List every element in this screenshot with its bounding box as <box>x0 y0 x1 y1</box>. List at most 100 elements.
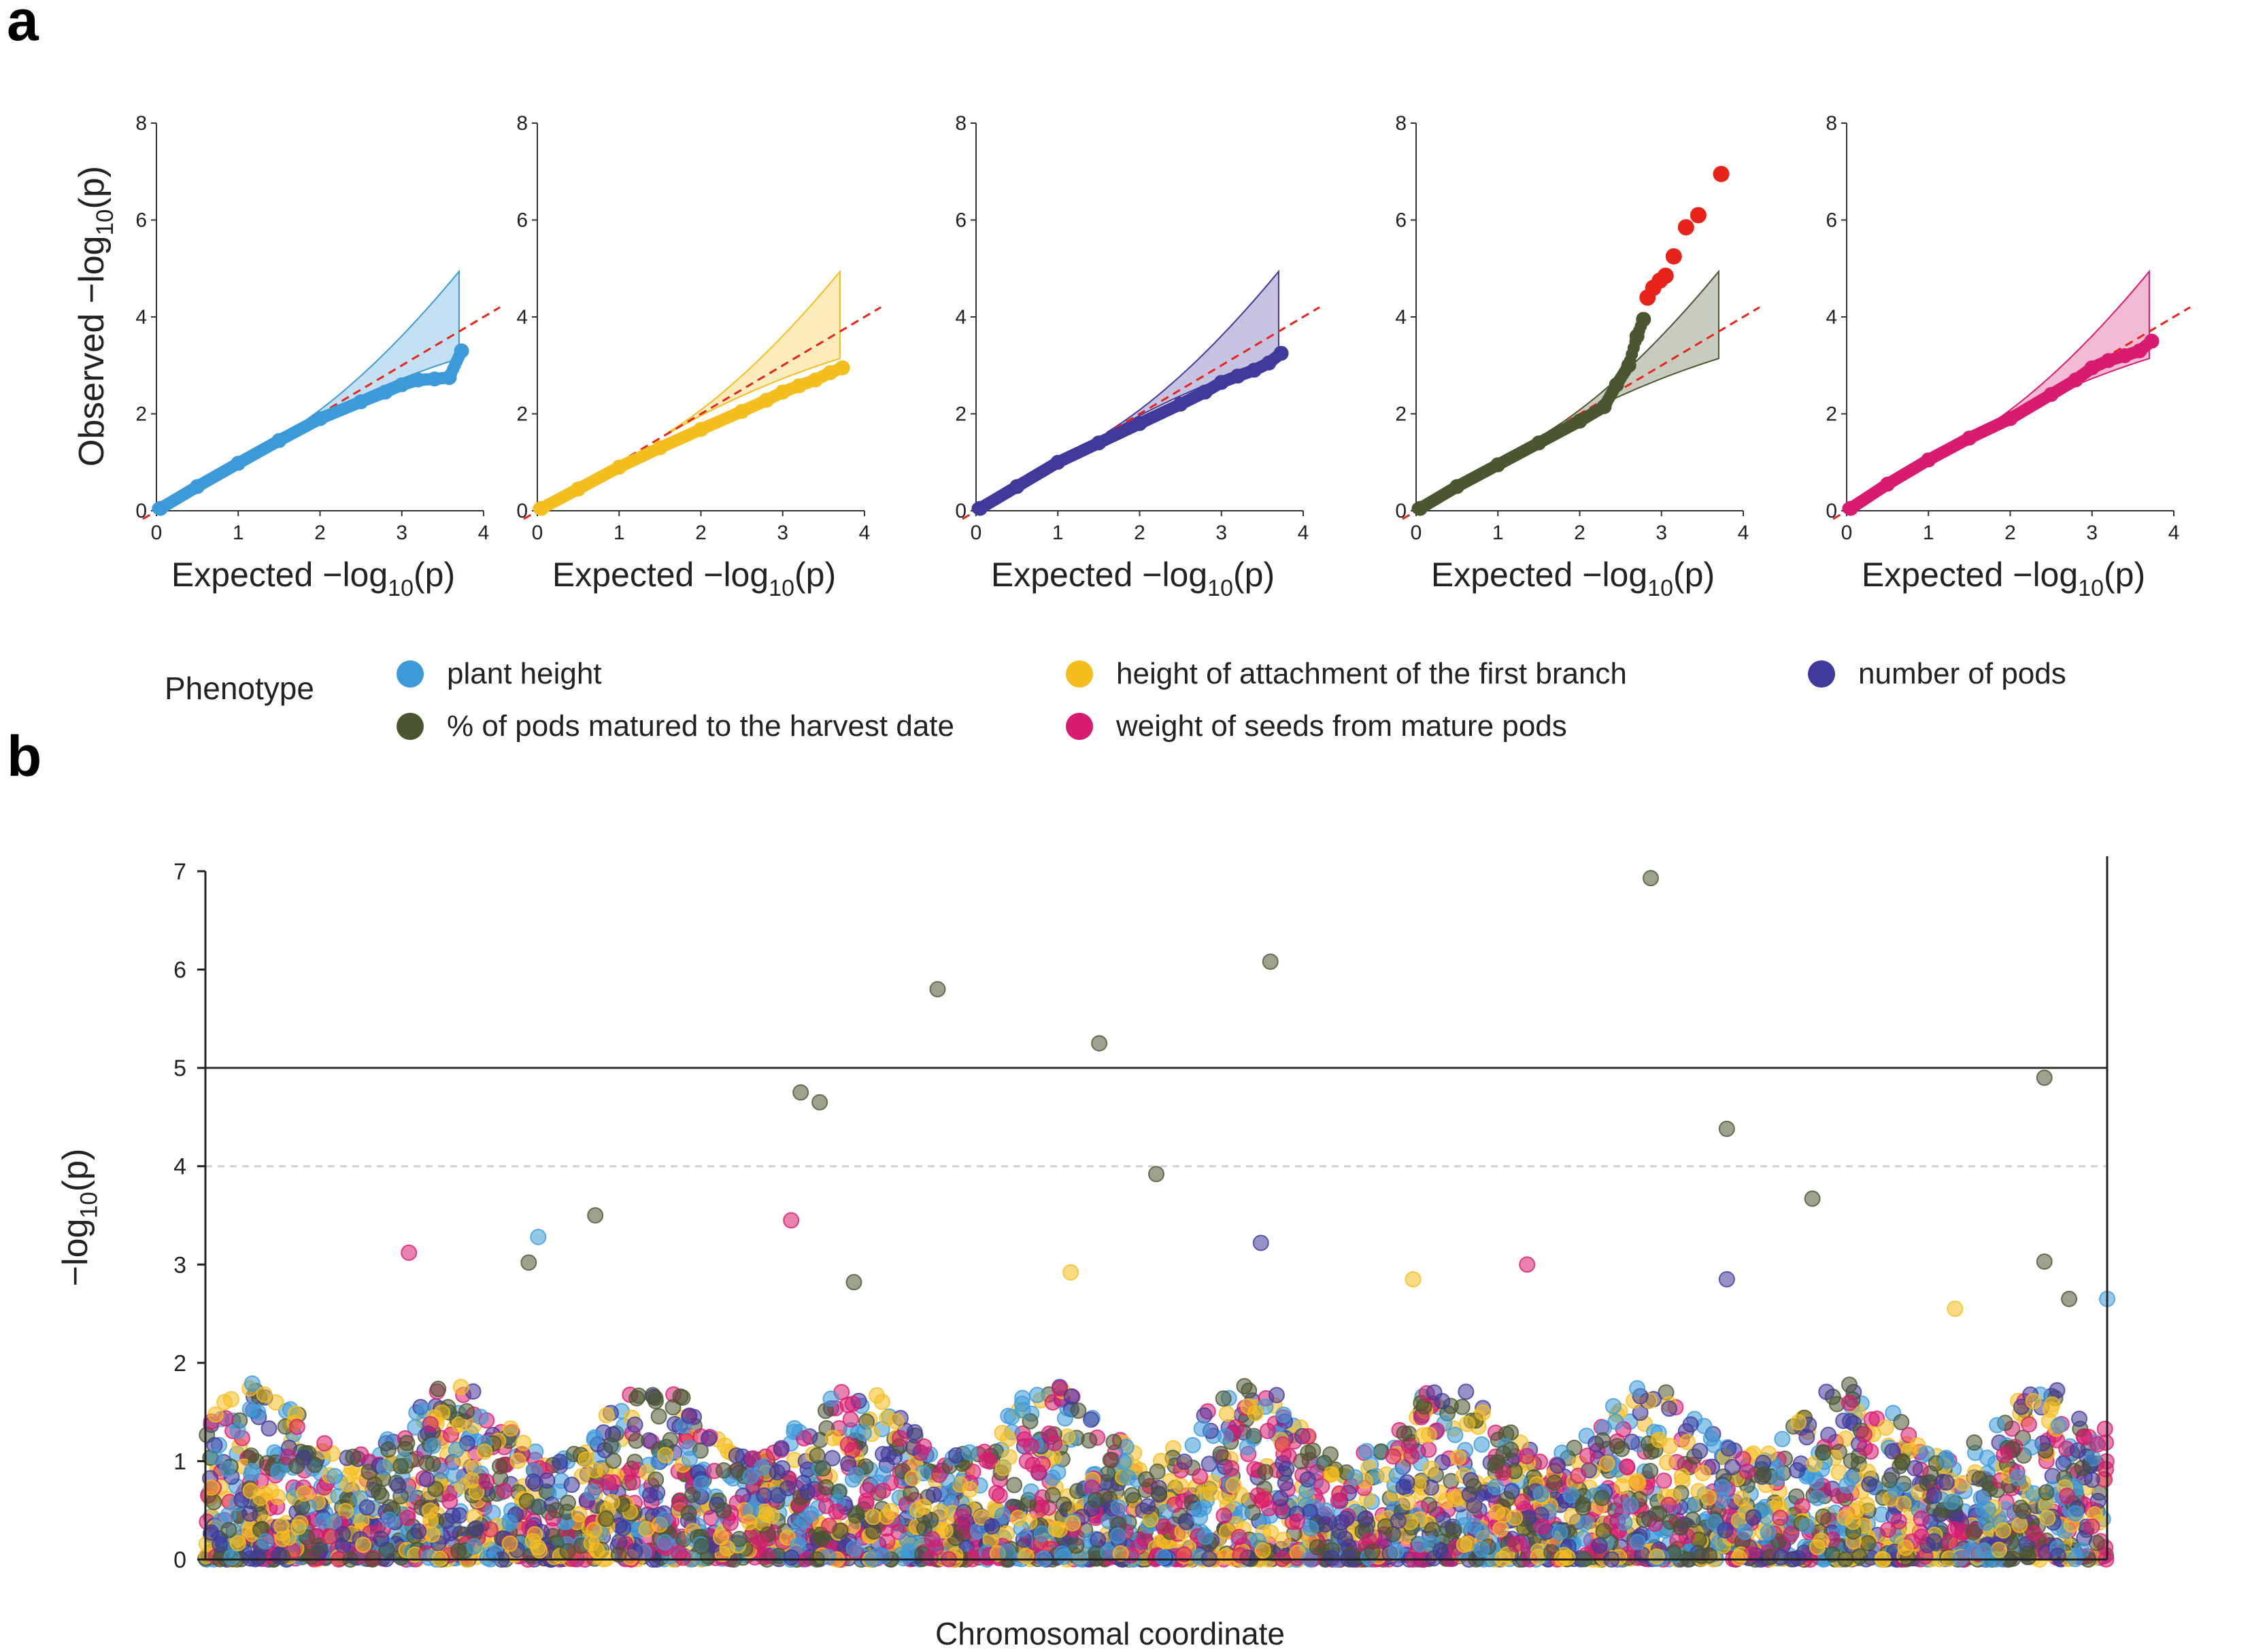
panel-b-label: b <box>7 724 42 788</box>
manhattan-point <box>1056 1410 1073 1427</box>
manhattan-point <box>855 1424 872 1441</box>
manhattan-point <box>2042 1401 2059 1418</box>
manhattan-point <box>2059 1487 2076 1504</box>
x-tick-label: 2 <box>1574 522 1585 544</box>
qq-point <box>312 411 328 426</box>
manhattan-point <box>1473 1436 1490 1453</box>
manhattan-point <box>1289 1513 1306 1530</box>
manhattan-point <box>1388 1543 1405 1560</box>
manhattan-point <box>451 1507 468 1524</box>
manhattan-point <box>1124 1487 1141 1504</box>
manhattan-point <box>381 1511 398 1528</box>
qq-point <box>571 481 586 496</box>
manhattan-point <box>424 1455 441 1472</box>
qq-point <box>1962 431 1977 446</box>
manhattan-point <box>1030 1464 1047 1481</box>
manhattan-point <box>1218 1405 1235 1422</box>
manhattan-point <box>551 1483 568 1500</box>
manhattan-point <box>1449 1449 1466 1466</box>
manhattan-point <box>1277 1474 1294 1491</box>
manhattan-point <box>1913 1510 1930 1527</box>
manhattan-point <box>916 1438 933 1455</box>
manhattan-point <box>1337 1530 1354 1547</box>
manhattan-point <box>779 1529 796 1546</box>
manhattan-point <box>1714 1479 1731 1496</box>
x-tick-label: 4 <box>1298 522 1309 544</box>
manhattan-point <box>1841 1377 1858 1394</box>
manhattan-point <box>758 1506 775 1523</box>
manhattan-point <box>684 1486 701 1503</box>
manhattan-point <box>925 1486 942 1503</box>
manhattan-point <box>1534 1518 1551 1535</box>
manhattan-point <box>1996 1447 2013 1464</box>
manhattan-point <box>626 1416 643 1433</box>
legend-item-number-of-pods: number of pods <box>1808 657 2066 691</box>
x-axis-label: Expected −log10(p) <box>1862 556 2145 601</box>
manhattan-point <box>502 1420 519 1437</box>
qq-point <box>271 433 287 448</box>
manhattan-point <box>584 1484 601 1501</box>
manhattan-point <box>399 1434 416 1451</box>
manhattan-point <box>418 1471 435 1488</box>
manhattan-point <box>1390 1513 1407 1530</box>
qq-point <box>807 372 823 388</box>
manhattan-point <box>628 1432 645 1449</box>
qq-point <box>1449 479 1465 494</box>
manhattan-point <box>1806 1455 1823 1472</box>
manhattan-point <box>1323 1549 1340 1566</box>
manhattan-point <box>1151 1485 1168 1502</box>
manhattan-point <box>1083 1411 1100 1428</box>
manhattan-point <box>1938 1453 1955 1470</box>
qq-point <box>454 343 469 358</box>
x-tick-label: 4 <box>859 522 871 544</box>
legend-title: Phenotype <box>165 671 314 706</box>
y-tick-label: 6 <box>135 209 147 232</box>
qq-point <box>153 501 169 516</box>
x-tick-label: 1 <box>614 522 625 544</box>
qq-point <box>734 403 750 419</box>
manhattan-point <box>1679 1434 1696 1451</box>
qq-point <box>2068 372 2083 388</box>
manhattan-point <box>1696 1417 1713 1434</box>
manhattan-point <box>339 1476 356 1493</box>
qq-highlight-point <box>1713 165 1730 182</box>
manhattan-point <box>256 1386 273 1403</box>
manhattan-point <box>610 1546 627 1563</box>
manhattan-point <box>648 1471 665 1488</box>
manhattan-point <box>1518 1447 1535 1464</box>
manhattan-point <box>976 1443 993 1460</box>
qq-point <box>611 459 627 475</box>
y-tick-label: 0 <box>135 500 147 522</box>
manhattan-point <box>1023 1438 1040 1455</box>
manhattan-point <box>267 1394 284 1411</box>
qq-point <box>693 422 709 437</box>
qq-point <box>394 377 409 392</box>
manhattan-point <box>478 1473 495 1490</box>
manhattan-point <box>994 1460 1011 1477</box>
manhattan-point <box>858 1492 875 1509</box>
manhattan-point <box>1798 1518 1815 1535</box>
legend-dot-pods-matured <box>397 713 424 740</box>
manhattan-point <box>1630 1474 1647 1491</box>
manhattan-point <box>1682 1416 1699 1433</box>
qq-point <box>1609 377 1624 392</box>
legend-label: plant height <box>447 657 602 690</box>
manhattan-point <box>1856 1439 1873 1456</box>
manhattan-point <box>626 1543 643 1560</box>
y-tick-label: 0 <box>955 500 967 522</box>
x-tick-label: 3 <box>396 522 407 544</box>
manhattan-point <box>577 1451 594 1468</box>
manhattan-point <box>1400 1494 1417 1511</box>
manhattan-point <box>1843 1470 1860 1487</box>
qq-point <box>1921 452 1936 468</box>
x-tick-label: 1 <box>1492 522 1504 544</box>
legend-dot-plant-height <box>397 660 424 688</box>
x-tick-label: 3 <box>1656 522 1667 544</box>
manhattan-point <box>269 1463 286 1480</box>
manhattan-point <box>875 1466 892 1483</box>
qq-point <box>2100 353 2116 369</box>
manhattan-point <box>1358 1443 1375 1460</box>
qq-point <box>1880 476 1896 492</box>
manhattan-point <box>376 1459 393 1476</box>
